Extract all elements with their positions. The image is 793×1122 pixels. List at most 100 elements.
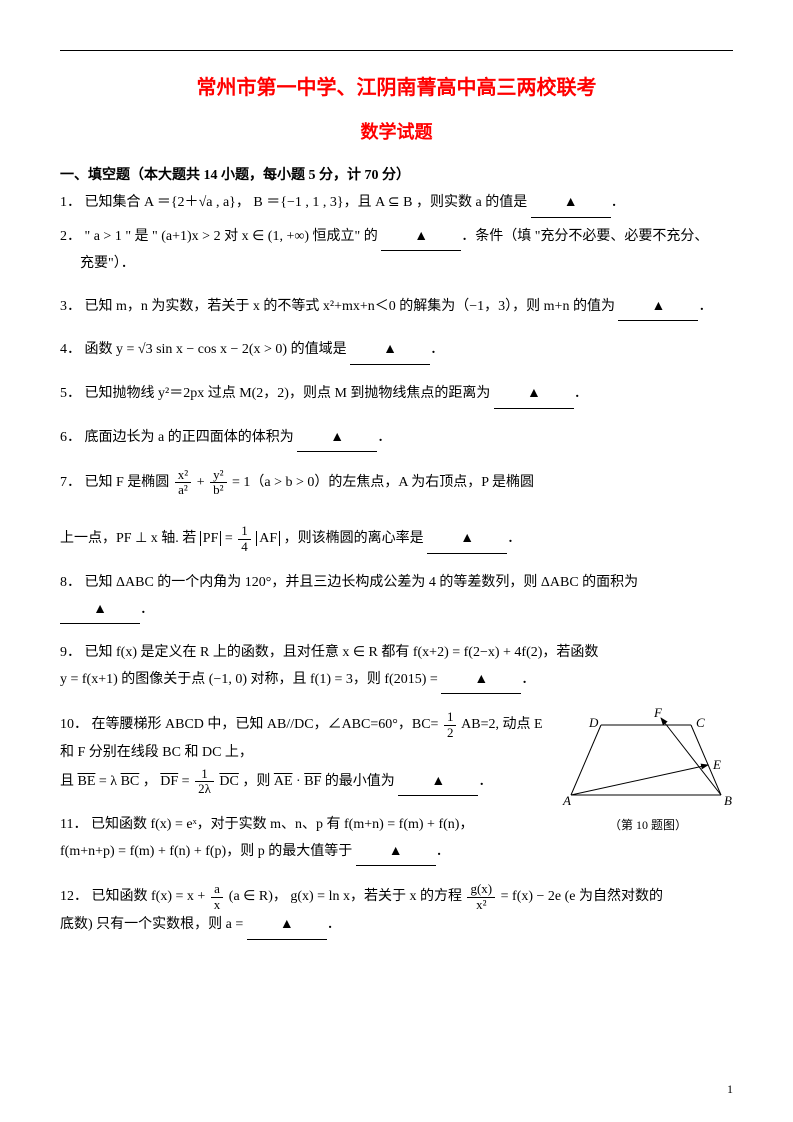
question-9: 9． 已知 f(x) 是定义在 R 上的函数，且对任意 x ∈ R 都有 f(x… bbox=[60, 640, 733, 694]
q10-text-d: = λ bbox=[99, 774, 117, 789]
question-4: 4． 函数 y = √3 sin x − cos x − 2(x > 0) 的值… bbox=[60, 337, 733, 365]
q12-text-a: 已知函数 f(x) = x + bbox=[92, 889, 209, 904]
q12-frac2: g(x)x² bbox=[467, 882, 495, 912]
q9-period: ． bbox=[521, 672, 535, 687]
q11-text-a: 已知函数 f(x) = eˣ，对于实数 m、n、p 有 f(m+n) = f(m… bbox=[91, 817, 473, 832]
q12-blank bbox=[247, 912, 327, 940]
q3-blank bbox=[618, 294, 698, 322]
question-5: 5． 已知抛物线 y²＝2px 过点 M(2，2)，则点 M 到抛物线焦点的距离… bbox=[60, 381, 733, 409]
q10-blank bbox=[398, 769, 478, 797]
q10-vec-bc: BC bbox=[121, 774, 140, 789]
q1-text-b: , a}， B ＝{−1 , 1 , 3}，且 A ⊆ B ，则实数 a 的值是 bbox=[212, 195, 527, 210]
q5-blank bbox=[494, 381, 574, 409]
q8-blank bbox=[60, 597, 140, 625]
q10-frac1: 12 bbox=[444, 710, 457, 740]
svg-text:B: B bbox=[724, 793, 732, 808]
q10-dot: · bbox=[296, 774, 301, 789]
q5-text-a: 已知抛物线 y²＝2px 过点 M(2，2)，则点 M 到抛物线焦点的距离为 bbox=[85, 386, 491, 401]
q6-period: ． bbox=[377, 430, 391, 445]
q7-frac1: x²a² bbox=[175, 468, 191, 498]
q10-period: ． bbox=[478, 774, 492, 789]
question-6: 6． 底面边长为 a 的正四面体的体积为 ． bbox=[60, 425, 733, 453]
q4-num: 4． bbox=[60, 342, 81, 357]
q10-text-h: 的最小值为 bbox=[325, 774, 395, 789]
q10-text-f: = bbox=[182, 774, 193, 789]
question-8: 8． 已知 ΔABC 的一个内角为 120°，并且三边长构成公差为 4 的等差数… bbox=[60, 570, 733, 624]
q10-frac2: 12λ bbox=[195, 767, 214, 797]
q1-text-a: 已知集合 A ＝{2＋ bbox=[85, 195, 199, 210]
exam-subtitle: 数学试题 bbox=[60, 118, 733, 144]
exam-title: 常州市第一中学、江阴南菁高中高三两校联考 bbox=[60, 71, 733, 100]
q12-frac1: ax bbox=[211, 882, 224, 912]
q12-text-b: (a ∈ R)， g(x) = ln x，若关于 x 的方程 bbox=[229, 889, 462, 904]
q3-period: ． bbox=[698, 299, 712, 314]
q7-eq: = bbox=[225, 531, 236, 546]
svg-text:F: F bbox=[653, 705, 663, 720]
q10-figure-column: ABCDEF （第 10 题图） bbox=[563, 710, 733, 833]
q11-num: 11． bbox=[60, 817, 87, 832]
q11-text-b: f(m+n+p) = f(m) + f(n) + f(p)，则 p 的最大值等于 bbox=[60, 844, 352, 859]
svg-text:E: E bbox=[712, 757, 721, 772]
section-1-heading: 一、填空题（本大题共 14 小题，每小题 5 分，计 70 分） bbox=[60, 164, 733, 184]
q7-text-b: = 1（a > b > 0）的左焦点，A 为右顶点，P 是椭圆 bbox=[232, 475, 534, 490]
q2-num: 2． bbox=[60, 229, 81, 244]
q11-period: ． bbox=[436, 844, 450, 859]
q7-text-a: 已知 F 是椭圆 bbox=[85, 475, 170, 490]
q7-plus: + bbox=[197, 475, 205, 490]
q7-num: 7． bbox=[60, 475, 81, 490]
q10-text-g: ，则 bbox=[242, 774, 270, 789]
q4-text-a: 函数 y = √3 sin x − cos x − 2(x > 0) 的值域是 bbox=[85, 342, 347, 357]
q12-num: 12． bbox=[60, 889, 88, 904]
q12-text-c: = f(x) − 2e (e 为自然对数的 bbox=[501, 889, 663, 904]
q6-blank bbox=[297, 425, 377, 453]
q4-blank bbox=[350, 337, 430, 365]
q1-sqrt: √a bbox=[199, 195, 213, 210]
q9-blank bbox=[441, 667, 521, 695]
q9-text-a: 已知 f(x) 是定义在 R 上的函数，且对任意 x ∈ R 都有 f(x+2)… bbox=[85, 645, 599, 660]
q10-text-e: ， bbox=[143, 774, 157, 789]
q8-text-a: 已知 ΔABC 的一个内角为 120°，并且三边长构成公差为 4 的等差数列，则… bbox=[85, 575, 639, 590]
q5-period: ． bbox=[574, 386, 588, 401]
q1-blank bbox=[531, 190, 611, 218]
question-1: 1． 已知集合 A ＝{2＋√a , a}， B ＝{−1 , 1 , 3}，且… bbox=[60, 190, 733, 218]
svg-text:D: D bbox=[588, 715, 599, 730]
q2-text-b: ．条件（填 "充分不必要、必要不充分、 bbox=[461, 229, 708, 244]
q10-vec-be: BE bbox=[78, 774, 96, 789]
q4-period: ． bbox=[430, 342, 444, 357]
q7-frac2: y²b² bbox=[210, 468, 226, 498]
question-3: 3． 已知 m，n 为实数，若关于 x 的不等式 x²+mx+n＜0 的解集为（… bbox=[60, 294, 733, 322]
q10-text-c: 且 bbox=[60, 774, 74, 789]
q1-num: 1． bbox=[60, 195, 81, 210]
q12-text-d: 底数) 只有一个实数根，则 a = bbox=[60, 917, 243, 932]
q10-vec-dc: DC bbox=[219, 774, 238, 789]
q10-vec-ae: AE bbox=[274, 774, 293, 789]
q7-frac3: 14 bbox=[238, 524, 251, 554]
svg-text:C: C bbox=[696, 715, 705, 730]
q7-blank bbox=[427, 526, 507, 554]
q10-trapezoid-figure: ABCDEF bbox=[566, 710, 731, 810]
svg-text:A: A bbox=[562, 793, 571, 808]
q10-text-a: 在等腰梯形 ABCD 中，已知 AB//DC，∠ABC=60°，BC= bbox=[92, 717, 439, 732]
q10-vec-bf: BF bbox=[304, 774, 321, 789]
question-12: 12． 已知函数 f(x) = x + ax (a ∈ R)， g(x) = l… bbox=[60, 882, 733, 939]
q9-text-b: y = f(x+1) 的图像关于点 (−1, 0) 对称，且 f(1) = 3，… bbox=[60, 672, 438, 687]
q10-figure-caption: （第 10 题图） bbox=[563, 816, 733, 833]
q2-blank bbox=[381, 224, 461, 252]
q5-num: 5． bbox=[60, 386, 81, 401]
q6-text-a: 底面边长为 a 的正四面体的体积为 bbox=[85, 430, 294, 445]
q12-period: ． bbox=[327, 917, 341, 932]
top-rule bbox=[60, 50, 733, 51]
question-11: 11． 已知函数 f(x) = eˣ，对于实数 m、n、p 有 f(m+n) =… bbox=[60, 812, 553, 866]
q7-abs1: PF bbox=[200, 531, 222, 546]
question-2: 2． " a > 1 " 是 " (a+1)x > 2 对 x ∈ (1, +∞… bbox=[60, 224, 733, 278]
q11-blank bbox=[356, 839, 436, 867]
q7-abs2: AF bbox=[256, 531, 280, 546]
q7-text-c: 上一点，PF ⊥ x 轴. 若 bbox=[60, 531, 196, 546]
q3-num: 3． bbox=[60, 299, 81, 314]
q8-period: ． bbox=[140, 602, 154, 617]
page-number: 1 bbox=[727, 1082, 733, 1097]
q3-text-a: 已知 m，n 为实数，若关于 x 的不等式 x²+mx+n＜0 的解集为（−1，… bbox=[85, 299, 615, 314]
question-10-11-row: 10． 在等腰梯形 ABCD 中，已知 AB//DC，∠ABC=60°，BC= … bbox=[60, 710, 733, 882]
q10-vec-df: DF bbox=[160, 774, 178, 789]
q2-text-c: 充要"）． bbox=[60, 256, 135, 271]
